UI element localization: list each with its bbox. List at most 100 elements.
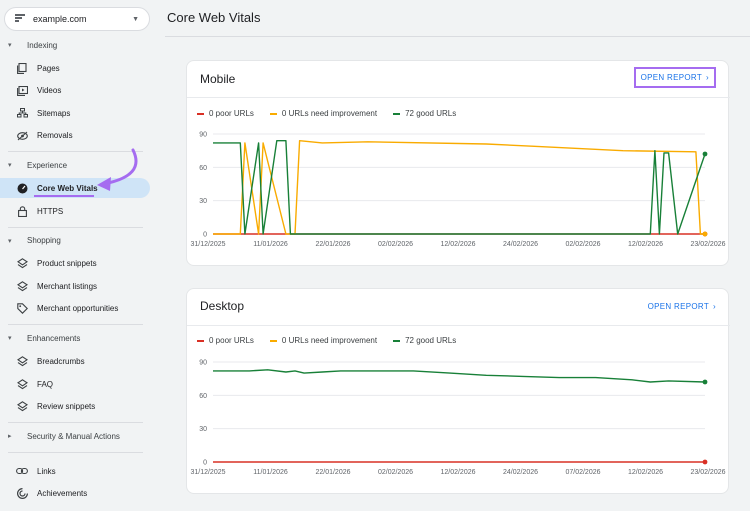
caret-right-icon: ▸ (8, 433, 12, 441)
legend-item-good[interactable]: 72 good URLs (393, 109, 456, 118)
x-tick-label: 24/02/2026 (503, 241, 538, 248)
sidebar-divider (8, 422, 143, 424)
sidebar-item-label: Removals (37, 131, 73, 141)
diamond-layers-icon (16, 258, 28, 270)
x-tick-label: 31/12/2025 (190, 241, 225, 248)
sidebar-item-label: Review snippets (37, 402, 96, 412)
open-report-link[interactable]: OPEN REPORT › (633, 67, 716, 88)
sitemaps-icon (16, 107, 28, 119)
sidebar-item-review-snippets[interactable]: Review snippets (0, 397, 150, 417)
sidebar-item-videos[interactable]: Videos (0, 81, 150, 101)
sidebar-section-2[interactable]: ▾ Shopping (0, 232, 150, 250)
diamond-layers-icon (16, 280, 28, 292)
tag-icon (16, 303, 28, 315)
sidebar-item-label: Merchant opportunities (37, 304, 119, 314)
property-icon (15, 14, 25, 24)
y-tick-label: 60 (199, 393, 207, 400)
link-icon (16, 465, 28, 477)
sidebar: example.com ▼ ▾ Indexing Pages Videos Sitema… (0, 0, 155, 511)
sidebar-item-product-snippets[interactable]: Product snippets (0, 254, 150, 274)
sidebar-item-removals[interactable]: Removals (0, 126, 150, 146)
series-line (213, 369, 706, 383)
chevron-down-icon: ▼ (132, 15, 139, 23)
x-tick-label: 02/02/2026 (565, 241, 600, 248)
series-endpoint (702, 231, 708, 237)
y-tick-label: 30 (199, 426, 207, 433)
diamond-layers-icon (16, 378, 28, 390)
lock-icon (16, 205, 28, 217)
x-tick-label: 11/01/2026 (253, 241, 288, 248)
caret-down-icon: ▾ (8, 335, 12, 343)
sidebar-section-label: Shopping (27, 236, 61, 246)
sidebar-item-label: HTTPS (37, 206, 64, 216)
legend-item-needs-improvement[interactable]: 0 URLs need improvement (269, 109, 377, 118)
x-tick-label: 22/01/2026 (315, 241, 350, 248)
sidebar-item-https[interactable]: HTTPS (0, 201, 150, 221)
x-tick-label: 02/02/2026 (378, 241, 413, 248)
sidebar-section-1[interactable]: ▾ Experience (0, 156, 150, 174)
sidebar-item-label: Sitemaps (37, 108, 71, 118)
x-tick-label: 12/02/2026 (628, 469, 663, 476)
series-endpoint (702, 459, 708, 465)
sidebar-item-label: Pages (37, 63, 60, 73)
desktop-chart: 0 30 60 90 31/12/2025 11/01/2026 22/01/2026 02/… (190, 360, 725, 477)
page-title: Core Web Vitals (167, 10, 261, 25)
videos-icon (16, 85, 28, 97)
sidebar-item-achievements[interactable]: Achievements (0, 484, 150, 504)
pages-icon (16, 62, 28, 74)
sidebar-section-0[interactable]: ▾ Indexing (0, 36, 150, 54)
card-divider (187, 97, 730, 98)
sidebar-item-label: Breadcrumbs (37, 356, 85, 366)
x-tick-label: 24/02/2026 (503, 469, 538, 476)
sidebar-item-label: FAQ (37, 379, 54, 389)
y-tick-label: 90 (199, 132, 207, 139)
diamond-layers-icon (16, 401, 28, 413)
mobile-chart: 0 30 60 90 31/12/2025 11/01/2026 22/01/2026 02/… (190, 132, 725, 249)
diamond-layers-icon (16, 355, 28, 367)
x-tick-label: 12/02/2026 (440, 241, 475, 248)
open-report-link[interactable]: OPEN REPORT › (648, 302, 716, 311)
speedometer-icon (16, 182, 28, 194)
y-tick-label: 60 (199, 165, 207, 172)
desktop-card: Desktop OPEN REPORT › 0 poor URLs 0 URLs… (186, 288, 730, 494)
sidebar-item-pages[interactable]: Pages (0, 58, 150, 78)
sidebar-item-merchant-opportunities[interactable]: Merchant opportunities (0, 299, 150, 319)
sidebar-section-label: Experience (27, 160, 68, 170)
sidebar-item-sitemaps[interactable]: Sitemaps (0, 103, 150, 123)
sidebar-item-label: Product snippets (37, 259, 97, 269)
sidebar-item-label: Achievements (37, 489, 88, 499)
sidebar-item-core-web-vitals[interactable]: Core Web Vitals (0, 178, 150, 199)
x-tick-label: 23/02/2026 (690, 469, 725, 476)
x-tick-label: 22/01/2026 (315, 469, 350, 476)
legend-item-good[interactable]: 72 good URLs (393, 336, 456, 345)
y-tick-label: 0 (203, 232, 207, 239)
legend-item-poor[interactable]: 0 poor URLs (197, 336, 254, 345)
sidebar-item-label: Videos (37, 86, 62, 96)
chevron-right-icon: › (706, 73, 709, 82)
sidebar-section-label: Indexing (27, 40, 58, 50)
sidebar-item-links[interactable]: Links (0, 461, 150, 481)
x-tick-label: 12/02/2026 (440, 469, 475, 476)
sidebar-item-merchant-listings[interactable]: Merchant listings (0, 276, 150, 296)
sidebar-item-faq[interactable]: FAQ (0, 374, 150, 394)
property-selector[interactable]: example.com ▼ (4, 7, 150, 31)
removals-icon (16, 130, 28, 142)
caret-down-icon: ▾ (8, 162, 12, 170)
sidebar-item-label: Core Web Vitals (37, 183, 98, 193)
caret-down-icon: ▾ (8, 42, 12, 49)
chevron-right-icon: › (713, 302, 716, 311)
series-endpoint (702, 151, 708, 157)
y-tick-label: 30 (199, 198, 207, 205)
legend-item-needs-improvement[interactable]: 0 URLs need improvement (269, 336, 377, 345)
sidebar-section-3[interactable]: ▾ Enhancements (0, 329, 150, 347)
x-tick-label: 07/02/2026 (565, 469, 600, 476)
legend-item-poor[interactable]: 0 poor URLs (197, 109, 254, 118)
sidebar-divider (8, 151, 143, 153)
achievements-icon (16, 488, 28, 500)
sidebar-section-4[interactable]: ▸ Security & Manual Actions (0, 427, 150, 445)
x-tick-label: 23/02/2026 (690, 241, 725, 248)
mobile-card: Mobile OPEN REPORT › 0 poor URLs 0 URLs … (186, 60, 730, 266)
card-divider (187, 325, 730, 326)
sidebar-item-breadcrumbs[interactable]: Breadcrumbs (0, 351, 150, 371)
chart-legend: 0 poor URLs 0 URLs need improvement 72 g… (197, 336, 456, 345)
